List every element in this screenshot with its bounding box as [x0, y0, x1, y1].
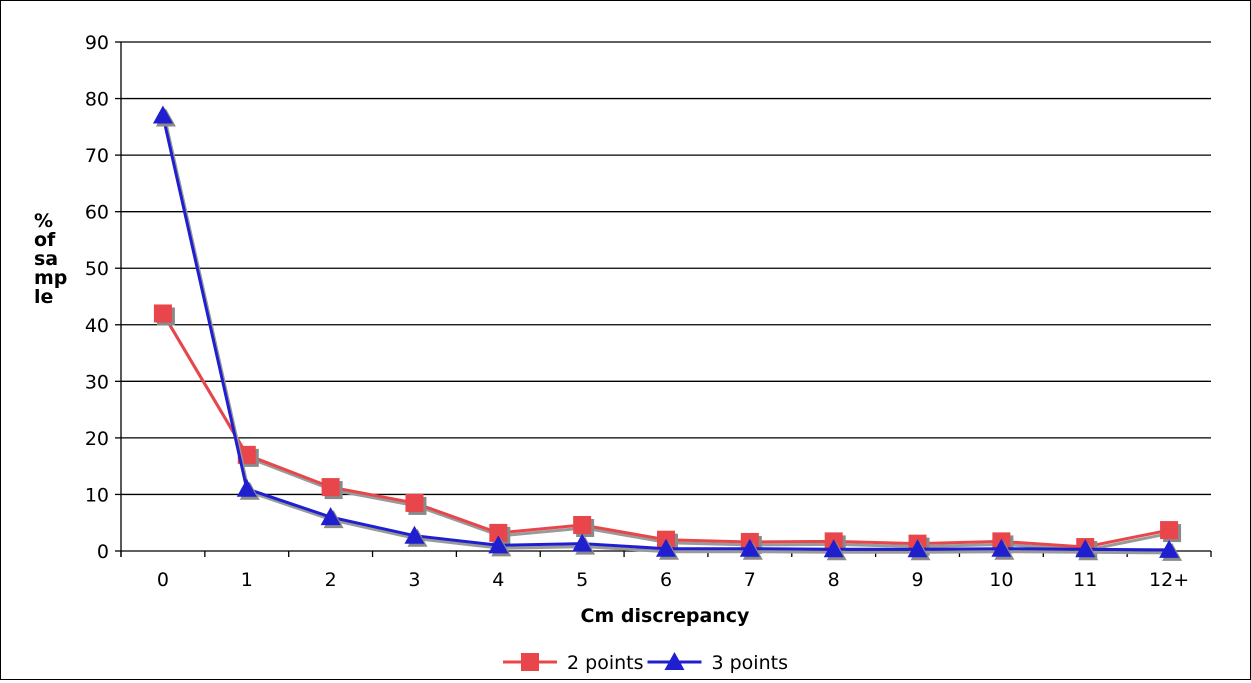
series-2-points	[153, 304, 1182, 560]
data-point-12+	[1160, 521, 1179, 540]
legend-item-3-points: 3 points	[647, 652, 788, 674]
gridlines	[121, 41, 1211, 496]
x-tick-label-10: 10	[989, 569, 1013, 591]
series-group	[152, 105, 1183, 561]
y-tick-label-20: 20	[85, 428, 109, 450]
y-tick-label-30: 30	[85, 371, 109, 393]
data-point-3	[404, 525, 425, 544]
data-point-6	[656, 538, 676, 557]
y-tick-labels: 0 10 20 30 40 50 60 70 80 90	[85, 32, 109, 563]
x-tick-label-2: 2	[325, 569, 337, 591]
y-tick-label-90: 90	[85, 32, 109, 54]
y-axis-title-line: sa	[34, 248, 58, 270]
data-point-5	[572, 533, 593, 552]
x-tick-label-9: 9	[911, 569, 923, 591]
series-3-points	[152, 105, 1183, 561]
data-point-11	[1075, 539, 1096, 558]
legend: 2 points 3 points	[503, 652, 788, 674]
data-point-7	[739, 538, 760, 557]
axes	[115, 41, 1212, 557]
x-tick-label-1: 1	[241, 569, 253, 591]
data-point-0	[152, 105, 173, 124]
legend-item-2-points: 2 points	[503, 652, 643, 674]
y-tick-label-70: 70	[85, 145, 109, 167]
y-axis-title-line: mp	[34, 267, 67, 289]
x-tick-label-7: 7	[744, 569, 756, 591]
data-point-2	[321, 478, 340, 497]
x-tick-label-8: 8	[828, 569, 840, 591]
data-point-4	[488, 535, 509, 554]
x-tick-label-0: 0	[157, 569, 169, 591]
x-tick-label-3: 3	[408, 569, 420, 591]
legend-swatch-marker	[521, 653, 539, 671]
data-point-9	[907, 539, 928, 558]
series-line	[161, 115, 1170, 552]
data-point-3	[405, 493, 424, 512]
x-tick-label-5: 5	[576, 569, 588, 591]
x-tick-labels: 0 1 2 3 4 5 6 7 8 9 10 11 12+	[157, 569, 1189, 591]
data-point-4	[489, 523, 508, 542]
y-axis-title-line: %	[34, 210, 53, 232]
y-axis-title-line: of	[34, 229, 56, 251]
x-tick-label-4: 4	[492, 569, 504, 591]
x-axis-title: Cm discrepancy	[581, 605, 751, 627]
y-tick-label-40: 40	[85, 315, 109, 337]
data-point-1	[236, 478, 257, 497]
data-point-5	[573, 515, 592, 534]
x-tick-label-11: 11	[1073, 569, 1097, 591]
data-point-12+	[1159, 539, 1180, 558]
y-axis-title-line: le	[34, 286, 53, 308]
x-tick-label-6: 6	[660, 569, 672, 591]
x-tick-label-12+: 12+	[1149, 569, 1189, 591]
y-tick-label-50: 50	[85, 258, 109, 280]
legend-swatch-marker	[664, 652, 685, 670]
legend-label: 3 points	[711, 652, 787, 674]
y-tick-label-80: 80	[85, 89, 109, 111]
data-point-8	[823, 539, 844, 558]
y-tick-label-60: 60	[85, 202, 109, 224]
y-tick-label-10: 10	[85, 484, 109, 506]
data-point-2	[320, 507, 341, 526]
y-tick-label-0: 0	[97, 541, 109, 563]
legend-label: 2 points	[567, 652, 643, 674]
series-shadow-line	[163, 118, 1172, 555]
data-point-10	[991, 538, 1012, 557]
data-point-0	[153, 304, 172, 323]
